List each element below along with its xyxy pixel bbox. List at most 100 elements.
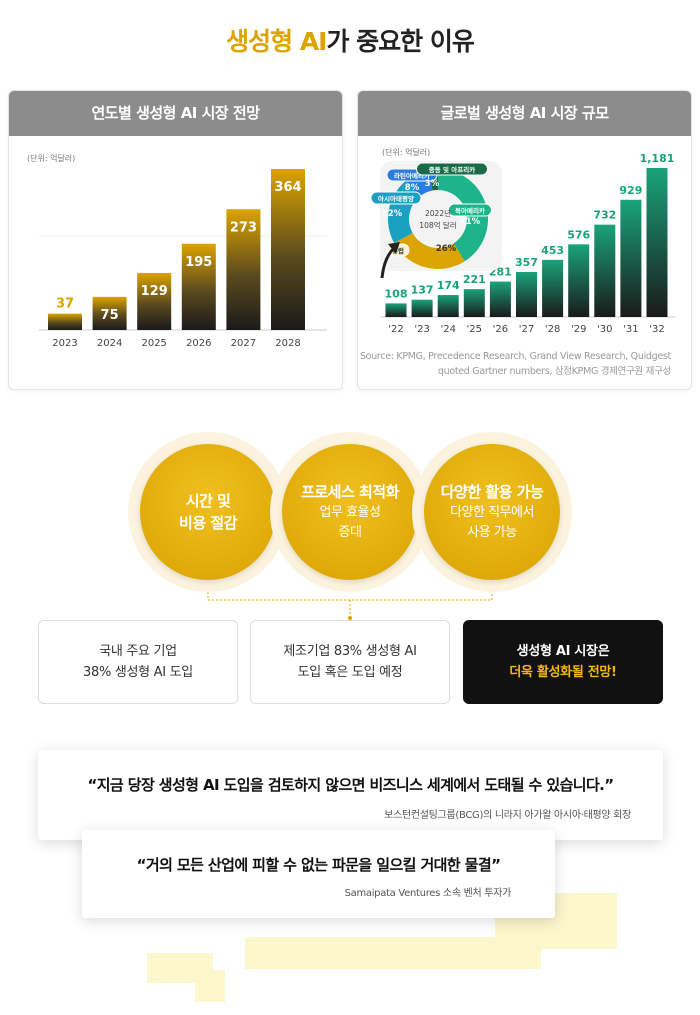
slice-value: 8% [405, 183, 420, 193]
bar-2024 [92, 296, 127, 330]
data-label: 364 [274, 180, 301, 195]
bar-'28 [542, 259, 564, 317]
x-tick-label: '28 [545, 324, 560, 335]
decoration [245, 937, 541, 969]
fact-line: 국내 주요 기업 [99, 644, 177, 659]
quote-author: 보스턴컨설팅그룹(BCG)의 니라지 아가왈 아시아·태평양 회장 [384, 810, 631, 821]
x-tick-label: '32 [649, 324, 664, 335]
source-line: quoted Gartner numbers, 삼정KPMG 경제연구원 재구성 [437, 366, 671, 377]
x-tick-label: '30 [597, 324, 612, 335]
chart-title: 글로벌 생성형 AI 시장 규모 [358, 91, 691, 136]
bar-'32 [646, 168, 668, 317]
x-tick-label: '29 [571, 324, 586, 335]
fact-line: 제조기업 83% 생성형 AI [283, 644, 417, 659]
fact-line: 도입 혹은 도입 예정 [297, 665, 403, 680]
bar-2027 [226, 209, 261, 330]
x-tick-label: '22 [388, 324, 403, 335]
x-tick-label: '24 [440, 324, 455, 335]
decoration [195, 970, 225, 1002]
title-highlight: 생성형 AI [226, 27, 327, 56]
data-label: 174 [437, 279, 460, 292]
benefit-circle: 시간 및 비용 절감 [128, 432, 288, 592]
benefit-sub: 다양한 직무에서 사용 가능 [450, 505, 534, 540]
slice-label: 북아메리카 [455, 206, 485, 215]
bar-'23 [411, 299, 433, 317]
bar-'22 [385, 303, 407, 317]
bar-'25 [463, 289, 485, 317]
donut-slice [438, 169, 488, 262]
x-tick-label: '26 [493, 324, 508, 335]
data-label: 37 [56, 297, 74, 312]
x-tick-label: 2028 [275, 338, 300, 349]
data-label: 75 [101, 308, 119, 323]
bar-'29 [568, 244, 590, 317]
bar-'27 [516, 271, 537, 317]
page-title: 생성형 AI가 중요한 이유 [0, 22, 700, 58]
unit-label: (단위: 억달러) [382, 148, 431, 157]
bar-2028 [271, 169, 305, 330]
x-tick-label: '23 [414, 324, 429, 335]
forecast-chart-card: 연도별 생성형 AI 시장 전망 (단위: 억달러) 37 2023 75 2024 1… [8, 90, 343, 390]
fact-line: 38% 생성형 AI 도입 [83, 665, 193, 680]
data-label: 453 [541, 244, 564, 257]
bar-2023 [48, 313, 82, 330]
slice-value: 26% [436, 244, 457, 254]
data-label: 732 [593, 209, 616, 222]
data-label: 929 [619, 184, 642, 197]
slice-value: 41% [460, 217, 481, 227]
data-label: 195 [185, 255, 212, 270]
bar-2025 [137, 272, 172, 330]
bar-'26 [489, 281, 511, 317]
global-market-card: 글로벌 생성형 AI 시장 규모 (단위: 억달러) 108 '22 137 '23 1… [357, 90, 692, 390]
benefit-title: 시간 및 비용 절감 [179, 492, 237, 532]
bar-'31 [620, 199, 642, 317]
bar-'24 [437, 295, 459, 317]
x-tick-label: '31 [623, 324, 638, 335]
benefit-title: 다양한 활용 가능 [440, 483, 544, 501]
chart-title: 연도별 생성형 AI 시장 전망 [9, 91, 342, 136]
donut-center-year: 2022년 [425, 208, 451, 218]
data-label: 137 [411, 284, 434, 297]
x-tick-label: '25 [467, 324, 482, 335]
x-tick-label: '27 [519, 324, 534, 335]
data-label: 221 [463, 273, 486, 286]
x-tick-label: 2023 [52, 338, 77, 349]
title-rest: 가 중요한 이유 [326, 27, 474, 56]
bar-'30 [594, 224, 616, 317]
donut-slice [394, 232, 465, 269]
donut-center-total: 108억 달러 [419, 221, 456, 230]
quote-author: Samaipata Ventures 소속 벤처 투자가 [344, 888, 512, 899]
slice-value: 3% [425, 179, 440, 189]
benefit-sub: 업무 효율성 증대 [319, 505, 381, 540]
quote-text: “지금 당장 생성형 AI 도입을 검토하지 않으면 비즈니스 세계에서 도태될… [87, 776, 614, 794]
x-tick-label: 2027 [231, 338, 256, 349]
quote-card-samaipata: “거의 모든 산업에 피할 수 없는 파문을 일으킬 거대한 물결” Samai… [82, 830, 555, 918]
data-label: 108 [385, 287, 408, 300]
arrow-icon [380, 246, 396, 279]
slice-value: 22% [382, 209, 403, 219]
region-donut-chart: 북아메리카 41% 유럽 26% 아시아태평양 22% 라틴아메리카 8% 중동 및 아프리카 3… [370, 161, 502, 279]
quote-text: “거의 모든 산업에 피할 수 없는 파문을 일으킬 거대한 물결” [136, 856, 501, 874]
arrow-head-icon [388, 242, 400, 254]
forecast-bar-chart: 37 2023 75 2024 129 2025 195 2026 273 2027 364 2028 [39, 169, 327, 349]
quote-card-bcg: “지금 당장 생성형 AI 도입을 검토하지 않으면 비즈니스 세계에서 도태될… [38, 750, 663, 840]
benefit-title: 프로세스 최적화 [301, 483, 399, 501]
fact-box: 제조기업 83% 생성형 AI 도입 혹은 도입 예정 [250, 620, 450, 704]
global-bar-chart: 108'22137'23174'24221'25281'26357'27453'… [370, 152, 676, 335]
fact-line: 생성형 AI 시장은 [516, 644, 610, 659]
slice-label: 유럽 [392, 246, 404, 255]
data-label: 576 [567, 228, 590, 241]
x-tick-label: 2026 [186, 338, 211, 349]
data-label: 357 [515, 256, 538, 269]
x-tick-label: 2025 [141, 338, 166, 349]
source-line: Source: KPMG, Precedence Research, Grand… [359, 351, 671, 362]
data-label: 273 [230, 220, 257, 235]
fact-box: 국내 주요 기업 38% 생성형 AI 도입 [38, 620, 238, 704]
unit-label: (단위: 억달러) [27, 154, 76, 163]
slice-label: 중동 및 아프리카 [429, 165, 475, 174]
slice-label: 라틴아메리카 [394, 171, 430, 180]
fact-line: 더욱 활성화될 전망! [509, 665, 617, 680]
slice-label: 아시아태평양 [378, 194, 414, 203]
